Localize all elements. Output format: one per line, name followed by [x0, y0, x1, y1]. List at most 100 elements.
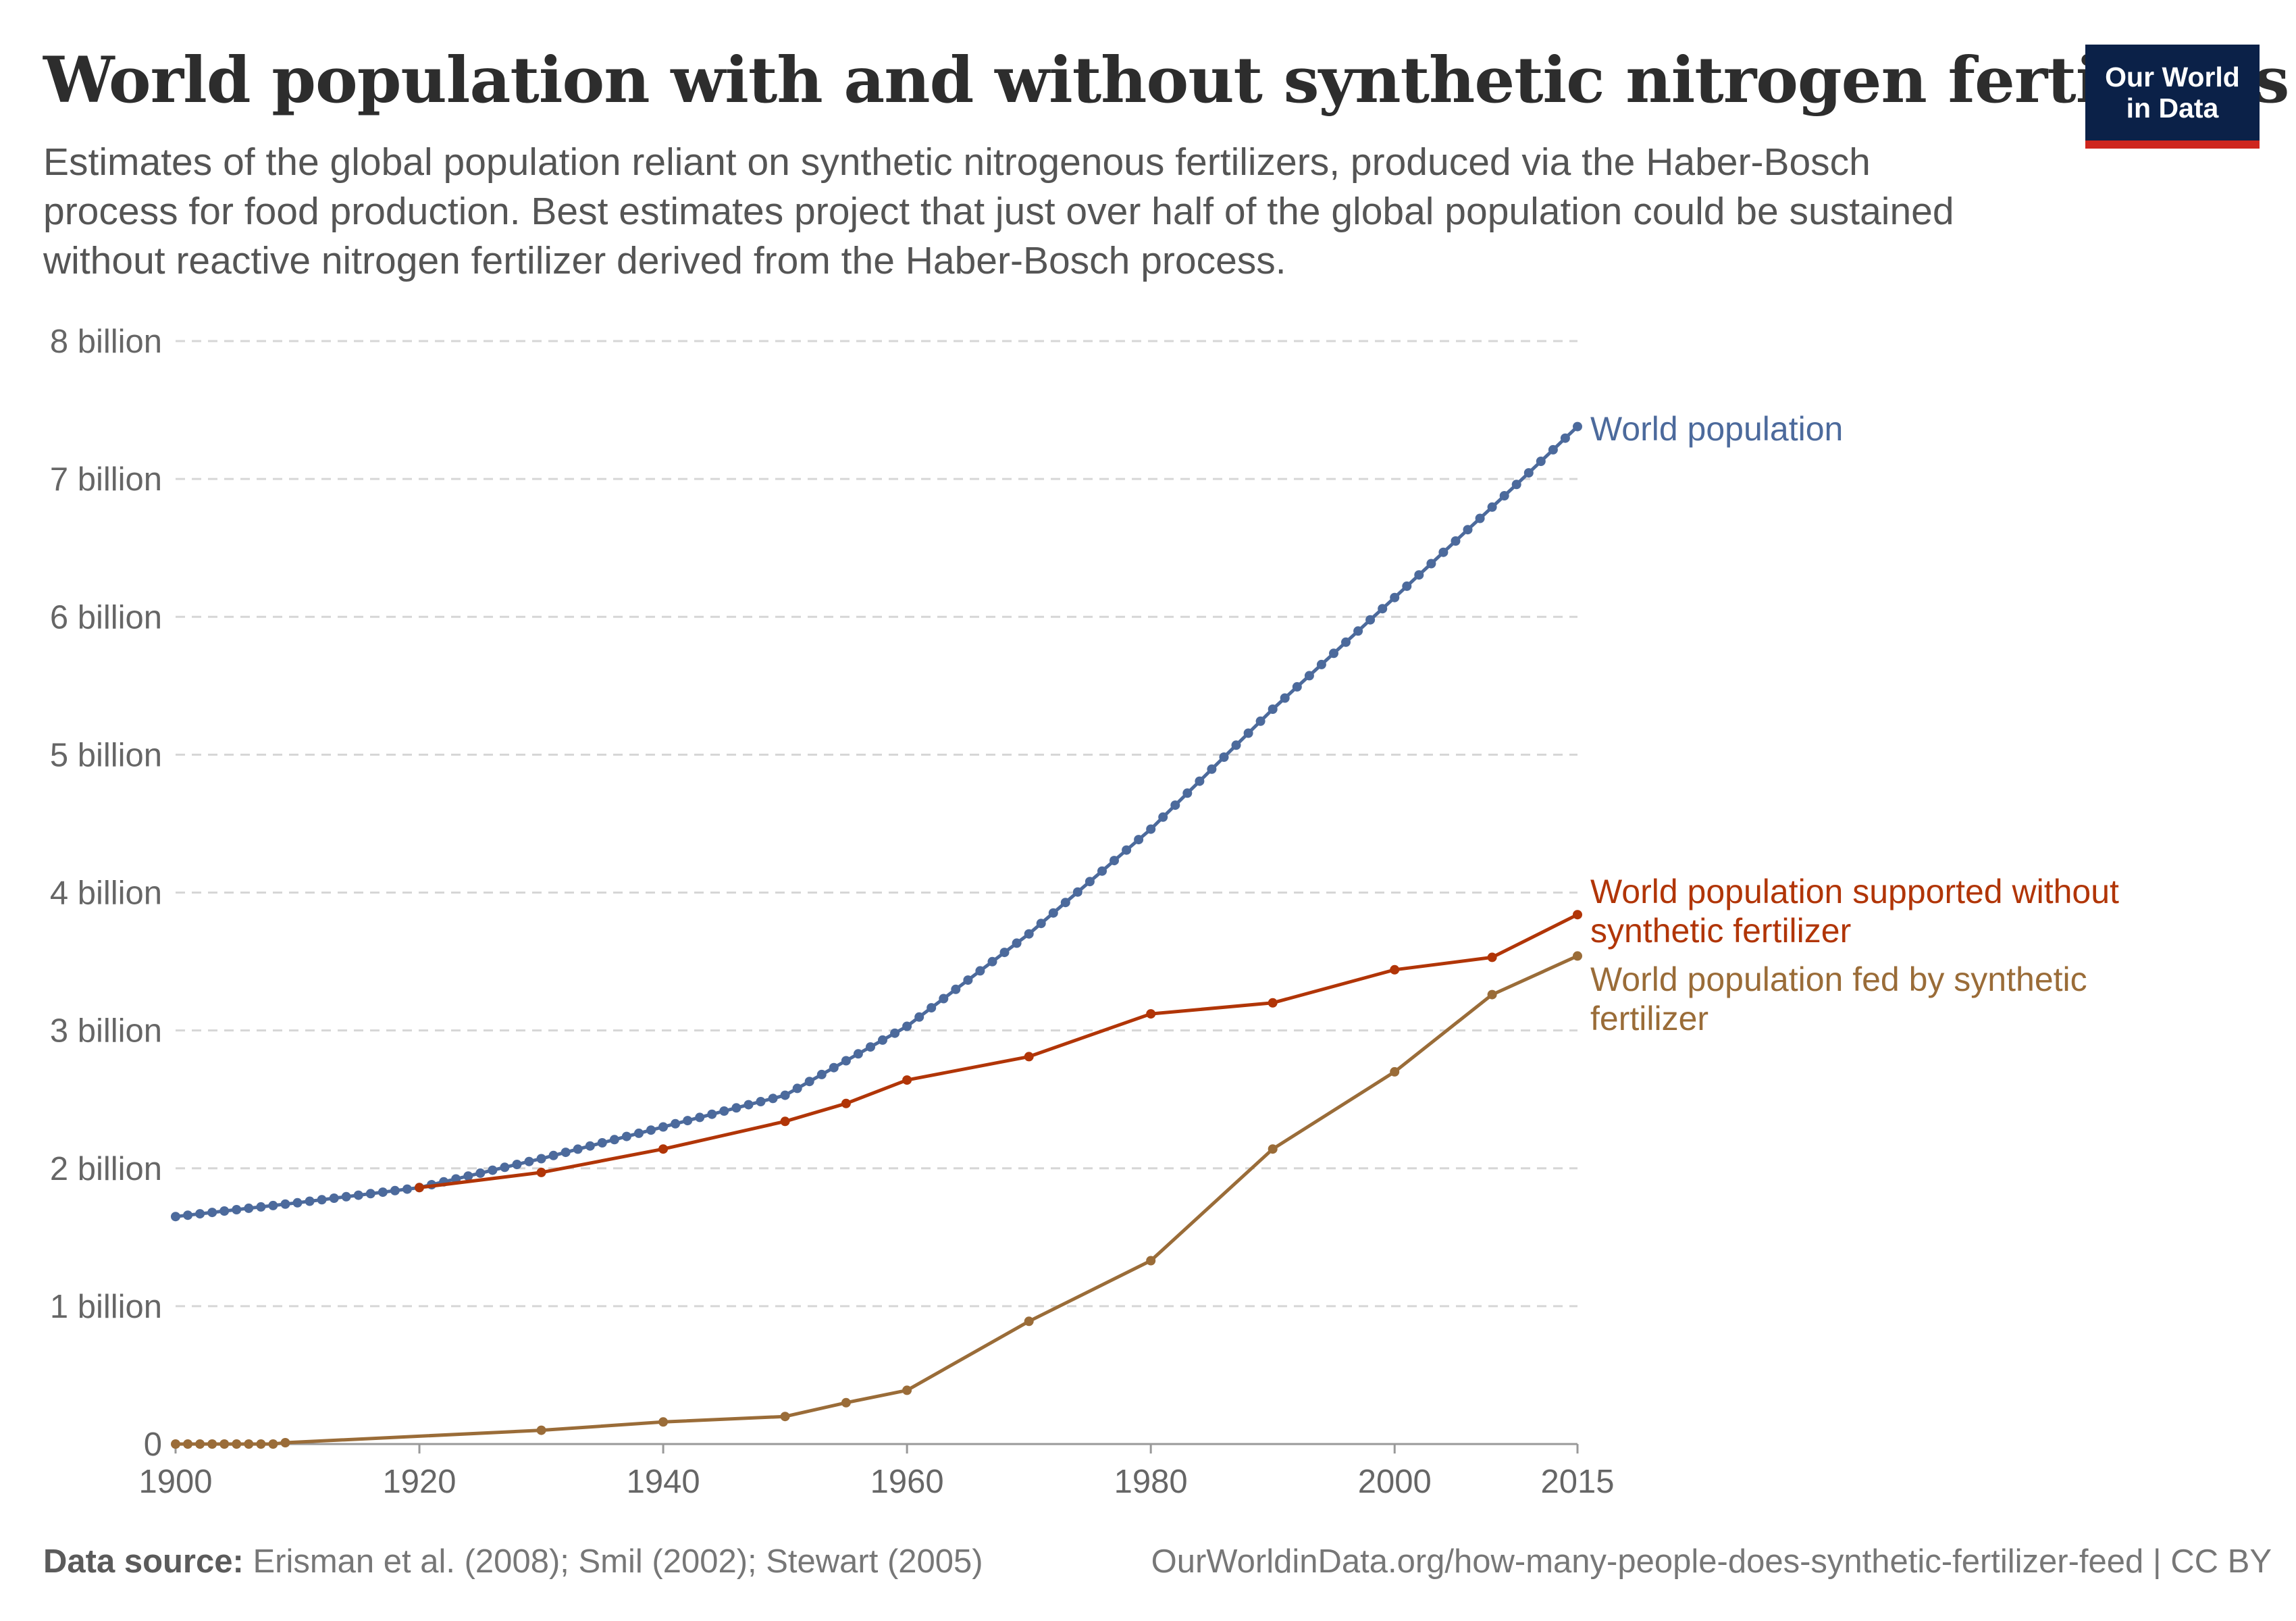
data-point	[658, 1417, 669, 1427]
data-point	[536, 1154, 546, 1164]
data-point	[987, 956, 997, 967]
data-point	[1329, 648, 1338, 659]
data-point	[597, 1138, 607, 1148]
data-source-text: Erisman et al. (2008); Smil (2002); Stew…	[253, 1543, 983, 1580]
data-point	[536, 1167, 546, 1177]
data-point	[1048, 908, 1058, 918]
data-point	[658, 1144, 669, 1154]
data-point	[1487, 502, 1497, 512]
data-point	[829, 1062, 839, 1073]
data-point	[816, 1069, 827, 1079]
series-label-2: World population supported without synthe…	[1590, 873, 2119, 950]
data-point	[548, 1150, 558, 1160]
data-point	[1243, 728, 1253, 738]
data-point	[1170, 800, 1180, 810]
series-label-line: World population supported without	[1590, 873, 2119, 910]
y-tick-label: 6 billion	[50, 599, 162, 636]
data-point	[1487, 952, 1497, 962]
data-point	[280, 1438, 290, 1447]
data-point	[902, 1075, 912, 1085]
data-point	[402, 1184, 412, 1194]
data-point	[1304, 671, 1314, 681]
grid-lines	[176, 340, 1577, 1308]
data-point	[195, 1439, 205, 1449]
data-point	[1573, 421, 1582, 432]
data-source: Data source: Erisman et al. (2008); Smil…	[43, 1543, 983, 1580]
series-line	[175, 425, 1579, 1218]
data-point	[1499, 491, 1509, 500]
data-point	[731, 1103, 741, 1113]
data-point	[890, 1028, 900, 1038]
data-point	[1146, 824, 1156, 834]
x-tick-label: 2000	[1358, 1464, 1432, 1500]
data-point	[573, 1144, 583, 1154]
data-point	[171, 1212, 180, 1222]
data-point	[1182, 788, 1193, 798]
data-point	[488, 1165, 498, 1175]
y-tick-label: 0	[144, 1426, 162, 1463]
data-point	[1060, 898, 1070, 908]
chart-subtitle: Estimates of the global population relia…	[43, 140, 1954, 282]
data-point	[463, 1171, 473, 1181]
data-point	[232, 1439, 242, 1449]
data-point	[1097, 866, 1107, 876]
series-1	[171, 421, 1582, 1222]
data-point	[171, 1439, 180, 1449]
y-tick-label: 5 billion	[50, 737, 162, 773]
y-tick-label: 2 billion	[50, 1151, 162, 1187]
data-point	[1207, 764, 1217, 774]
data-point	[207, 1439, 217, 1449]
owid-logo[interactable]: Our World in Data	[2085, 45, 2260, 149]
source-url[interactable]: OurWorldinData.org/how-many-people-does-…	[1151, 1543, 2272, 1580]
data-point	[1012, 938, 1022, 948]
data-point	[866, 1042, 875, 1052]
data-point	[1255, 716, 1266, 726]
data-point	[1536, 457, 1546, 466]
data-point	[1268, 998, 1278, 1008]
data-point	[695, 1112, 705, 1123]
data-point	[1487, 989, 1497, 1000]
data-point	[1072, 887, 1082, 897]
data-point	[1390, 1066, 1400, 1077]
data-point	[1122, 845, 1132, 855]
data-point	[853, 1049, 863, 1059]
data-point	[585, 1141, 595, 1151]
data-point	[1292, 681, 1302, 692]
data-point	[353, 1190, 363, 1200]
data-point	[1365, 615, 1376, 625]
data-point	[1390, 964, 1400, 975]
data-point	[841, 1098, 851, 1108]
data-point	[1390, 592, 1400, 602]
data-point	[365, 1189, 375, 1199]
data-point	[1146, 1009, 1156, 1019]
y-tick-label: 4 billion	[50, 875, 162, 912]
series-label-3: World population fed by synthetic fertili…	[1590, 960, 2087, 1037]
logo-line-2: in Data	[2126, 93, 2219, 124]
data-point	[183, 1439, 193, 1449]
data-point	[341, 1191, 351, 1202]
data-point	[390, 1185, 400, 1195]
data-point	[1463, 525, 1473, 535]
data-point	[268, 1439, 278, 1449]
data-point	[1475, 513, 1485, 523]
data-point	[1402, 581, 1412, 591]
data-point	[1024, 1316, 1034, 1327]
x-tick-label: 1920	[383, 1464, 456, 1500]
data-point	[1426, 559, 1436, 569]
series-2	[415, 910, 1582, 1193]
data-point	[671, 1118, 681, 1129]
series-label-1: World population	[1590, 410, 1843, 448]
data-point	[1195, 776, 1205, 786]
data-point	[1268, 704, 1278, 714]
data-point	[1560, 433, 1570, 443]
data-point	[1036, 919, 1046, 929]
data-point	[317, 1195, 327, 1205]
data-point	[756, 1097, 766, 1106]
series-labels: World population World population support…	[1590, 410, 2119, 1037]
data-point	[268, 1200, 278, 1210]
data-point	[780, 1116, 790, 1127]
data-point	[1523, 468, 1534, 478]
series-label-line: World population fed by synthetic	[1590, 960, 2087, 998]
series-line	[176, 954, 1579, 1446]
data-point	[1024, 929, 1034, 939]
